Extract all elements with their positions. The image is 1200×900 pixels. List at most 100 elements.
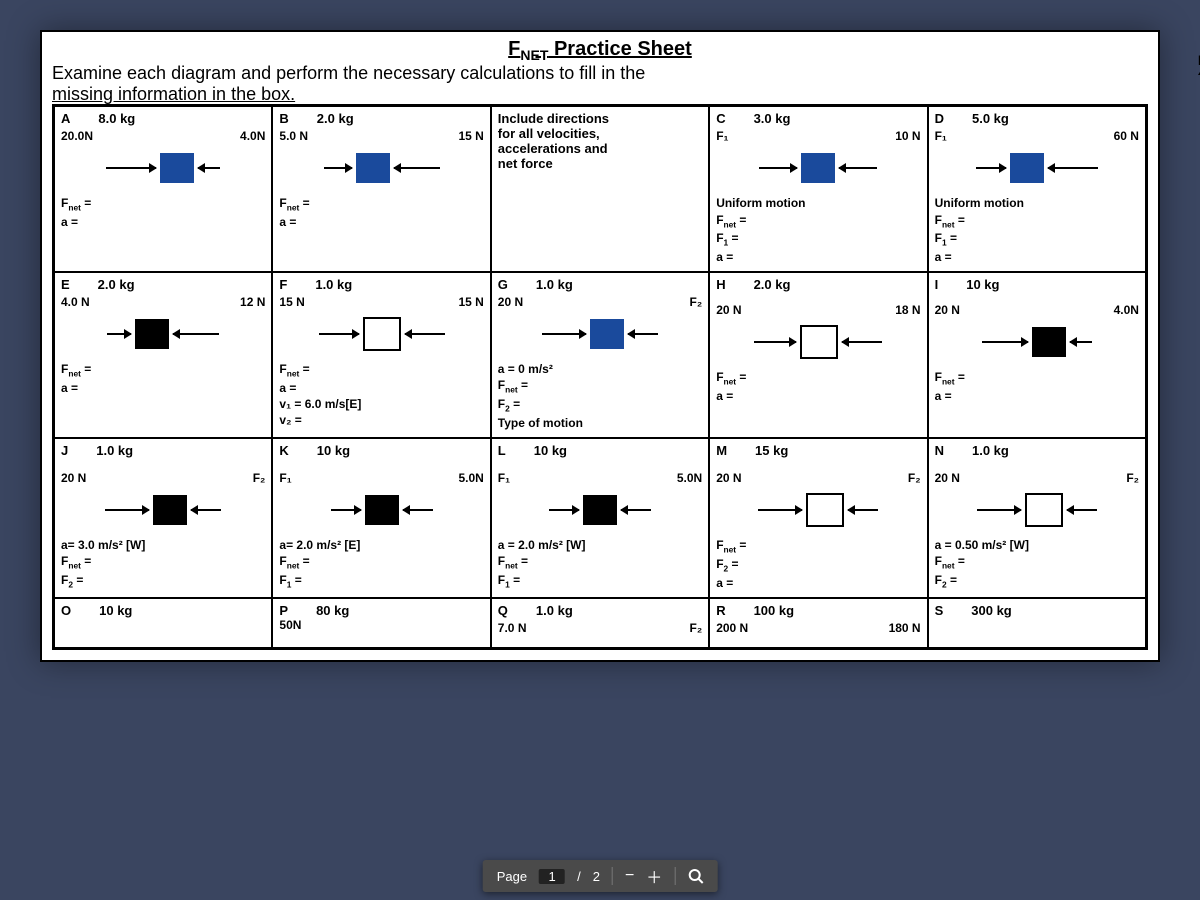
cell-B: B2.0 kg 5.0 N15 N Fnet = a = (272, 106, 490, 272)
cell-letter: Q (498, 603, 508, 618)
answer-line: a = 2.0 m/s² [W] (498, 537, 702, 553)
arrow-icon (107, 333, 131, 335)
answer-line: Fnet = (716, 537, 920, 556)
force-diagram (935, 147, 1139, 189)
intro-line-1: Examine each diagram and perform the nec… (52, 63, 645, 83)
mass-box (806, 493, 844, 527)
arrow-icon (1070, 341, 1092, 343)
answer-line: F1 = (498, 572, 702, 591)
answer-line: Fnet = (279, 195, 483, 214)
force-right: 5.0N (677, 471, 702, 485)
cell-D: D5.0 kg F₁60 N Uniform motion Fnet = F1 … (928, 106, 1146, 272)
arrow-icon (191, 509, 221, 511)
answer-line: Fnet = (716, 369, 920, 388)
force-right: F₂ (690, 621, 703, 635)
answer-line: F2 = (61, 572, 265, 591)
cell-mass: 3.0 kg (754, 111, 791, 126)
cell-R: R100 kg 200 N180 N (709, 598, 927, 648)
answer-line: Uniform motion (935, 195, 1139, 211)
zoom-out-button[interactable]: − (625, 867, 634, 885)
page-number-input[interactable]: 1 (539, 869, 565, 884)
mass-box (363, 317, 401, 351)
force-right: 60 N (1114, 129, 1139, 143)
cell-letter: B (279, 111, 288, 126)
answer-line: F2 = (716, 556, 920, 575)
cell-letter: E (61, 277, 70, 292)
force-left: 50N (279, 618, 301, 632)
cell-letter: M (716, 443, 727, 458)
cell-letter: J (61, 443, 68, 458)
cell-letter: S (935, 603, 944, 618)
mass-box (1025, 493, 1063, 527)
cell-letter: R (716, 603, 725, 618)
page-total: 2 (593, 869, 600, 884)
force-right: 5.0N (458, 471, 483, 485)
page-sep: / (577, 869, 581, 884)
zoom-in-button[interactable]: ＋ (646, 864, 662, 888)
answer-line: Fnet = (935, 369, 1139, 388)
arrow-icon (848, 509, 878, 511)
mass-box (801, 153, 835, 183)
zoom-icon[interactable] (687, 868, 703, 884)
arrow-icon (621, 509, 651, 511)
cell-J: J1.0 kg 20 NF₂ a= 3.0 m/s² [W] Fnet = F2… (54, 438, 272, 598)
force-diagram (716, 321, 920, 363)
toolbar-separator (674, 867, 675, 885)
force-left: 5.0 N (279, 129, 308, 143)
answer-line: a = (61, 380, 265, 396)
force-right: F₂ (253, 471, 266, 485)
force-right: F₂ (690, 295, 703, 309)
force-left: 15 N (279, 295, 304, 309)
arrow-icon (106, 167, 156, 169)
answer-line: F2 = (935, 572, 1139, 591)
answer-line: a= 2.0 m/s² [E] (279, 537, 483, 553)
force-left: 20.0N (61, 129, 93, 143)
force-right: 12 N (240, 295, 265, 309)
cell-mass: 5.0 kg (972, 111, 1009, 126)
answer-line: Fnet = (498, 553, 702, 572)
cell-mass: 2.0 kg (317, 111, 354, 126)
arrow-icon (1048, 167, 1098, 169)
answer-line: Fnet = (61, 195, 265, 214)
sheet-title: FNET Practice Sheet (508, 38, 692, 60)
arrow-icon (394, 167, 440, 169)
force-diagram (716, 489, 920, 531)
arrow-icon (758, 509, 802, 511)
answer-line: Fnet = (279, 361, 483, 380)
force-left: 20 N (935, 303, 960, 317)
force-diagram (935, 321, 1139, 363)
answer-line: F2 = (498, 396, 702, 415)
arrow-icon (982, 341, 1028, 343)
force-left: 7.0 N (498, 621, 527, 635)
answer-line: a = (935, 249, 1139, 265)
cell-mass: 10 kg (966, 277, 999, 292)
cell-mass: 2.0 kg (98, 277, 135, 292)
cell-mass: 1.0 kg (536, 277, 573, 292)
arrow-icon (403, 509, 433, 511)
cell-letter: I (935, 277, 939, 292)
force-left: F₁ (935, 129, 947, 143)
cell-letter: P (279, 603, 288, 618)
answer-line: Fnet = (935, 553, 1139, 572)
answer-line: Fnet = (935, 212, 1139, 231)
problem-grid: A8.0 kg 20.0N4.0N Fnet = a = B 2.0 kg 5.0… (52, 104, 1148, 649)
force-right: 4.0N (1114, 303, 1139, 317)
arrow-icon (976, 167, 1006, 169)
instruction-line: for all velocities, (498, 126, 702, 141)
force-diagram (61, 489, 265, 531)
arrow-icon (628, 333, 658, 335)
cell-Q: Q1.0 kg 7.0 NF₂ (491, 598, 709, 648)
force-diagram (279, 489, 483, 531)
arrow-icon (319, 333, 359, 335)
force-diagram (498, 489, 702, 531)
answer-line: a = (935, 388, 1139, 404)
answer-line: Fnet = (61, 361, 265, 380)
arrow-icon (549, 509, 579, 511)
answer-line: a= 3.0 m/s² [W] (61, 537, 265, 553)
cell-A: A8.0 kg 20.0N4.0N Fnet = a = (54, 106, 272, 272)
intro-line-2: missing information in the box. (52, 84, 295, 104)
arrow-icon (324, 167, 352, 169)
cell-mass: 2.0 kg (754, 277, 791, 292)
answer-line: Type of motion (498, 415, 702, 431)
arrow-icon (331, 509, 361, 511)
